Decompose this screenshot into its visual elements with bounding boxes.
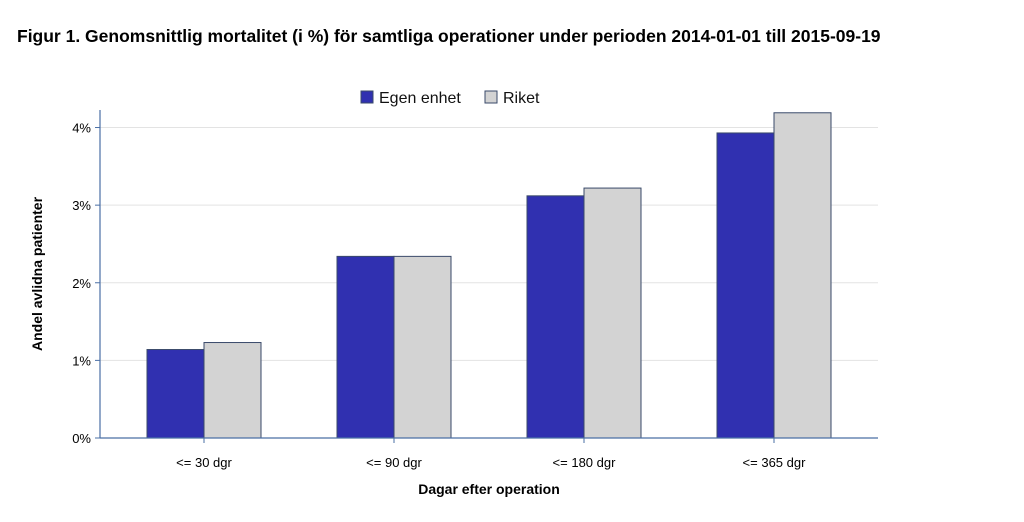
y-tick-label: 4% [72, 121, 91, 136]
figure-title: Figur 1. Genomsnittlig mortalitet (i %) … [17, 26, 881, 46]
x-tick-label: <= 180 dgr [553, 455, 617, 470]
x-tick-label: <= 365 dgr [743, 455, 807, 470]
legend-swatch-egen-enhet [360, 90, 374, 104]
legend: Egen enhet Riket [360, 90, 540, 107]
y-axis-title: Andel avlidna patienter [29, 196, 45, 351]
y-tick-label: 3% [72, 198, 91, 213]
x-tick-label: <= 30 dgr [176, 455, 232, 470]
legend-label-riket: Riket [503, 90, 540, 107]
y-tick-label: 0% [72, 431, 91, 446]
bar-riket [773, 112, 832, 439]
tick-labels: 0% 1% 2% 3% 4% <= 30 dgr <= 90 dgr <= 180 dgr <=… [72, 121, 806, 470]
x-axis-title: Dagar efter operation [418, 481, 560, 497]
bar-egen-enhet [716, 132, 775, 439]
bar-riket [583, 187, 642, 439]
legend-label-egen-enhet: Egen enhet [379, 90, 461, 107]
x-tick-label: <= 90 dgr [366, 455, 422, 470]
bar-riket [393, 255, 452, 439]
bar-egen-enhet [146, 349, 205, 439]
bar-egen-enhet [336, 255, 395, 439]
y-tick-label: 2% [72, 276, 91, 291]
bar-riket [203, 342, 262, 439]
axes [95, 110, 878, 443]
bar-egen-enhet [526, 195, 585, 439]
bars [146, 112, 832, 439]
y-tick-label: 1% [72, 353, 91, 368]
legend-swatch-riket [484, 90, 498, 104]
